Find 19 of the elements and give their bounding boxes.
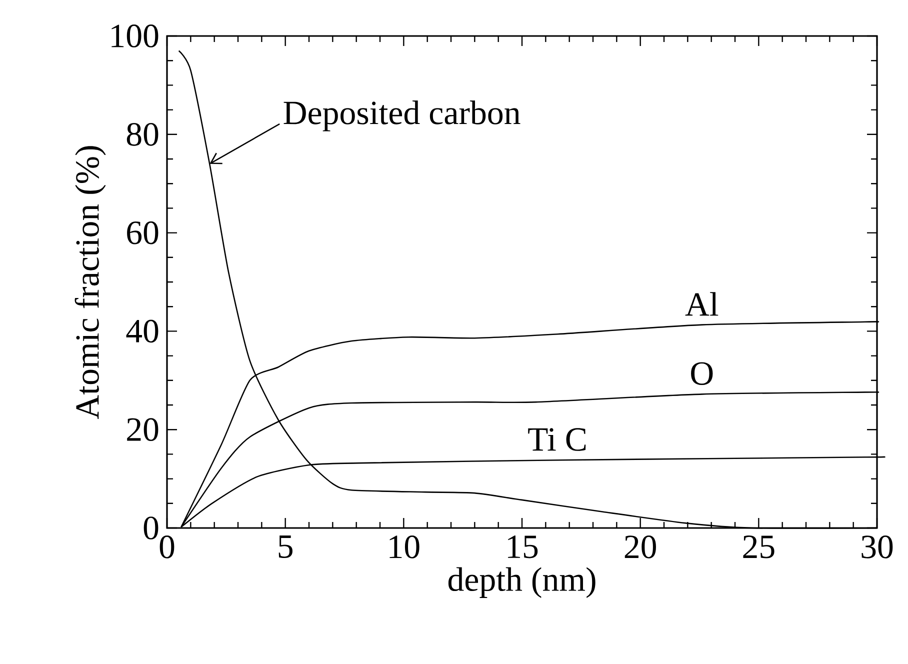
annotation: Deposited carbon (284, 100, 520, 132)
series-label: Ti C (528, 428, 586, 451)
y-tick-label: 0 (144, 516, 158, 540)
x-tick-label: 0 (160, 536, 174, 558)
y-tick-label: 20 (127, 418, 158, 442)
series-label: O (691, 362, 713, 385)
x-tick-label: 10 (390, 536, 420, 558)
x-tick-label: 25 (743, 536, 774, 558)
x-tick-label: 20 (624, 536, 656, 558)
y-axis-title: Atomic fraction (%) (74, 146, 106, 419)
x-tick-label: 15 (508, 536, 538, 558)
x-tick-label: 5 (278, 536, 292, 558)
x-axis-title: depth (nm) (448, 567, 596, 598)
series-label: Al (685, 292, 718, 316)
y-tick-label: 60 (127, 221, 158, 244)
y-tick-label: 40 (126, 320, 158, 343)
y-tick-label: 80 (126, 122, 158, 146)
x-tick-label: 30 (862, 536, 893, 558)
y-tick-label: 100 (112, 24, 158, 48)
